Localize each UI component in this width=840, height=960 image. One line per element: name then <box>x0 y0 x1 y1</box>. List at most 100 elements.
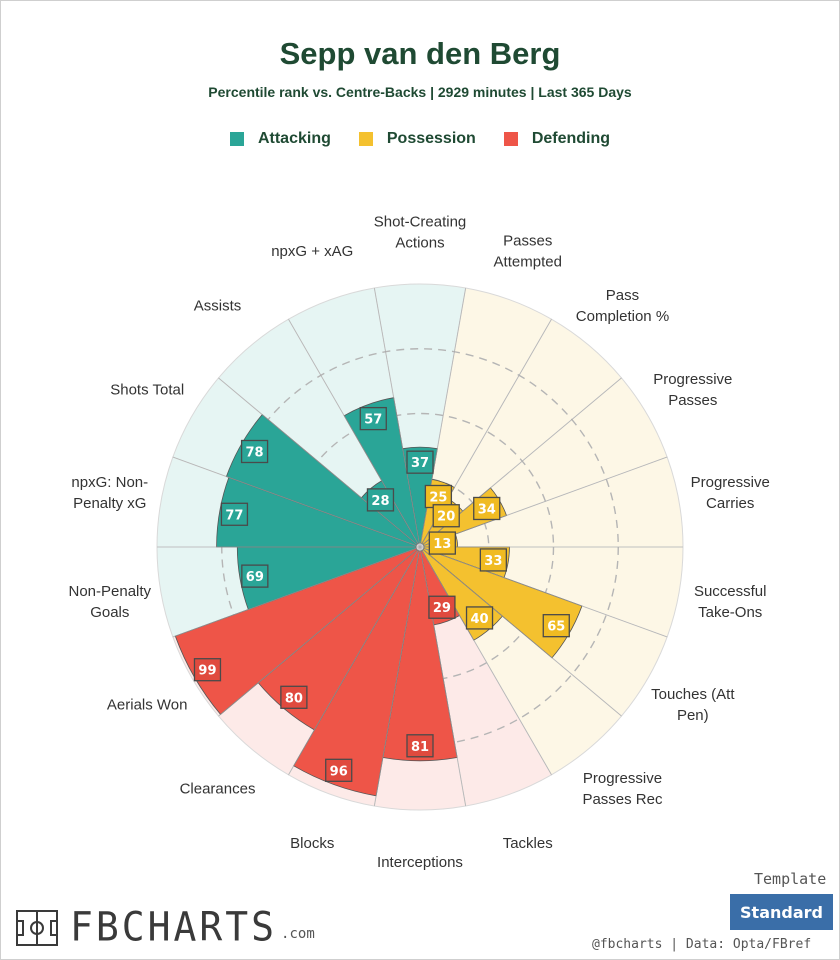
value-box-touches-att-pen <box>542 614 570 638</box>
value-text-successful-take-ons: 33 <box>484 554 502 569</box>
legend-swatch-attacking <box>229 132 244 146</box>
value-text-pass-completion: 20 <box>437 510 455 525</box>
logo-text: FBCHARTS <box>70 903 278 951</box>
legend-item-attacking: Attacking <box>229 130 331 148</box>
value-box-aerials-won <box>193 658 222 682</box>
data-credit: @fbcharts | Data: Opta/FBref <box>592 937 812 952</box>
legend-item-possession: Possession <box>358 130 476 148</box>
value-text-progressive-passes: 34 <box>478 502 496 517</box>
value-label-non-penalty-goals: 69 <box>241 564 269 588</box>
value-box-npxg-xag <box>359 406 387 431</box>
value-text-shots-total: 78 <box>246 445 264 460</box>
value-box-non-penalty-goals <box>241 564 269 588</box>
value-label-shots-total: 78 <box>240 439 269 464</box>
spoke <box>373 546 421 807</box>
value-text-blocks: 96 <box>330 764 348 779</box>
spoke <box>419 546 622 717</box>
legend-label-possession: Possession <box>386 130 476 147</box>
category-label-passes-attempted: Passes Attempted <box>494 232 562 270</box>
category-label-non-penalty-goals: Non-Penalty Goals <box>69 583 152 621</box>
value-label-passes-attempted: 25 <box>424 484 453 509</box>
value-label-touches-att-pen: 65 <box>542 614 570 638</box>
category-label-aerials-won: Aerials Won <box>107 697 188 714</box>
value-text-non-penalty-goals: 69 <box>246 570 264 585</box>
value-label-progressive-passes: 34 <box>473 496 501 521</box>
spoke <box>218 546 421 717</box>
category-label-npxg-xag: npxG + xAG <box>271 243 353 260</box>
value-text-progressive-passes-rec: 40 <box>470 612 488 627</box>
value-label-tackles: 29 <box>428 595 456 619</box>
value-text-clearances: 80 <box>285 691 303 706</box>
value-text-npxg-non-penalty-xg: 77 <box>225 508 243 523</box>
value-box-tackles <box>428 595 456 619</box>
value-label-npxg-non-penalty-xg: 77 <box>220 502 249 526</box>
category-label-pass-completion: Pass Completion % <box>576 287 669 325</box>
spoke <box>172 456 421 548</box>
legend: Attacking Possession Defending <box>0 130 840 148</box>
value-label-clearances: 80 <box>280 685 308 709</box>
category-label-clearances: Clearances <box>180 780 256 797</box>
value-box-npxg-non-penalty-xg <box>220 502 249 526</box>
value-box-pass-completion <box>432 504 460 528</box>
value-box-progressive-carries <box>428 531 456 555</box>
value-text-progressive-carries: 13 <box>433 537 451 552</box>
spoke <box>218 377 421 548</box>
category-label-interceptions: Interceptions <box>377 854 463 871</box>
value-box-successful-take-ons <box>479 548 507 572</box>
category-label-progressive-passes: Progressive Passes <box>653 371 732 409</box>
value-label-npxg-xag: 57 <box>359 406 387 431</box>
value-text-interceptions: 81 <box>411 740 429 755</box>
legend-label-attacking: Attacking <box>257 130 331 147</box>
value-labels: 37 25 20 34 13 33 65 40 29 81 96 80 99 69 77 78 28 57 <box>193 406 570 782</box>
value-text-touches-att-pen: 65 <box>547 620 565 635</box>
category-label-progressive-carries: Progressive Carries <box>691 474 770 512</box>
value-box-clearances <box>280 685 308 709</box>
template-select-button[interactable]: Standard <box>730 894 833 930</box>
spoke <box>419 546 668 638</box>
chart-title: Sepp van den Berg <box>279 36 561 71</box>
chart-subtitle: Percentile rank vs. Centre-Backs | 2929 … <box>208 84 632 100</box>
category-label-progressive-passes-rec: Progressive Passes Rec <box>582 770 663 808</box>
spoke <box>419 546 467 807</box>
category-label-blocks: Blocks <box>290 835 334 852</box>
value-box-blocks <box>325 758 353 782</box>
value-label-assists: 28 <box>366 488 395 512</box>
value-label-pass-completion: 20 <box>432 504 460 528</box>
category-label-touches-att-pen: Touches (Att Pen) <box>651 686 735 724</box>
category-label-shots-total: Shots Total <box>110 382 184 399</box>
legend-label-defending: Defending <box>531 130 611 147</box>
category-label-shot-creating-actions: Shot-Creating Actions <box>374 214 467 252</box>
value-label-successful-take-ons: 33 <box>479 548 507 572</box>
value-label-blocks: 96 <box>325 758 353 782</box>
legend-swatch-defending <box>503 132 518 146</box>
value-label-aerials-won: 99 <box>193 658 222 682</box>
value-text-assists: 28 <box>371 494 389 509</box>
category-label-successful-take-ons: Successful Take-Ons <box>694 583 767 621</box>
value-box-shot-creating-actions <box>406 450 434 474</box>
value-box-shots-total <box>240 439 269 464</box>
template-label: Template <box>754 870 827 888</box>
value-box-progressive-passes-rec <box>465 606 494 630</box>
spoke <box>288 319 421 548</box>
spoke <box>373 287 421 548</box>
value-label-progressive-passes-rec: 40 <box>465 606 494 630</box>
value-text-npxg-xag: 57 <box>364 413 382 428</box>
category-label-assists: Assists <box>194 298 242 315</box>
value-text-passes-attempted: 25 <box>429 490 447 505</box>
pitch-icon <box>16 910 58 946</box>
value-box-assists <box>366 488 395 512</box>
category-labels: Shot-Creating Actions Passes Attempted Pass C… <box>69 214 770 872</box>
value-label-interceptions: 81 <box>406 734 434 758</box>
spoke <box>288 546 421 775</box>
spokes <box>157 287 683 807</box>
value-box-interceptions <box>406 734 434 758</box>
category-label-npxg-non-penalty-xg: npxG: Non-Penalty xG <box>71 474 148 512</box>
legend-swatch-possession <box>358 132 373 146</box>
spoke <box>172 546 421 638</box>
legend-item-defending: Defending <box>503 130 611 148</box>
value-box-progressive-passes <box>473 496 501 521</box>
value-text-aerials-won: 99 <box>198 664 216 679</box>
value-text-shot-creating-actions: 37 <box>411 456 429 471</box>
value-label-shot-creating-actions: 37 <box>406 450 434 474</box>
